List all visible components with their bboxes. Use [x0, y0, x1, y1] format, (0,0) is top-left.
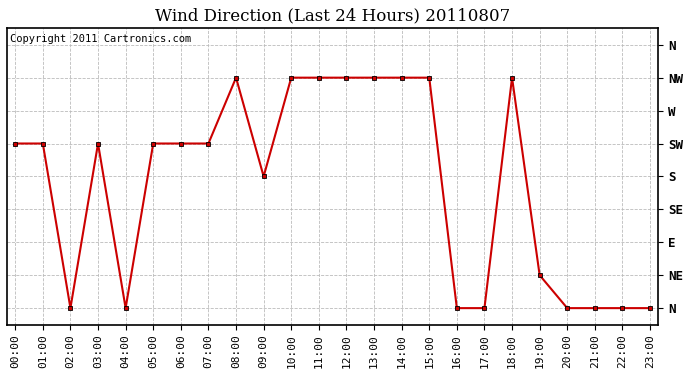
Text: Copyright 2011 Cartronics.com: Copyright 2011 Cartronics.com: [10, 34, 191, 44]
Title: Wind Direction (Last 24 Hours) 20110807: Wind Direction (Last 24 Hours) 20110807: [155, 7, 511, 24]
